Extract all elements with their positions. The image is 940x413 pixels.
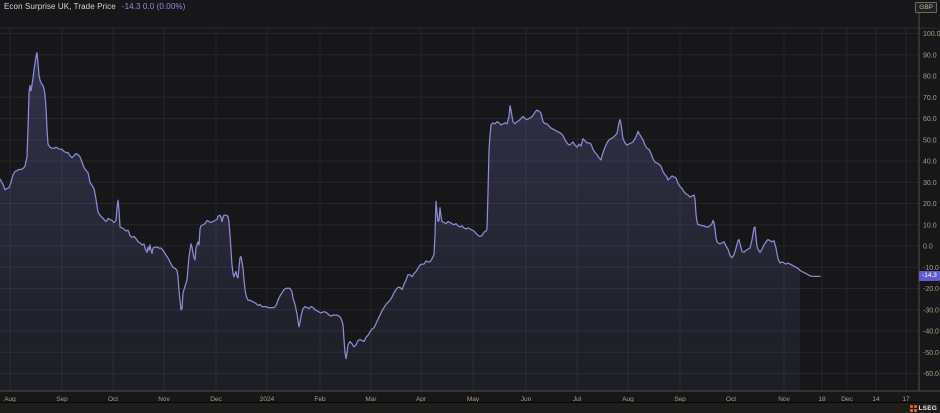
x-tick-label: 2024	[260, 396, 275, 403]
x-tick-label: Aug	[622, 396, 634, 403]
y-tick-label: 0.0	[923, 244, 933, 251]
x-tick-label: 17	[902, 396, 910, 403]
y-tick-label: -50.0	[923, 350, 939, 357]
x-tick-label: Sep	[56, 396, 68, 403]
y-tick-label: 30.0	[923, 180, 937, 187]
y-tick-label: 70.0	[923, 95, 937, 102]
x-tick-label: 14	[872, 396, 880, 403]
x-tick-label: Aug	[4, 396, 16, 403]
y-tick-label: -30.0	[923, 307, 939, 314]
y-tick-label: -20.0	[923, 286, 939, 293]
x-tick-label: Jun	[521, 396, 532, 403]
x-tick-label: May	[467, 396, 480, 403]
chart-title-row: Econ Surprise UK, Trade Price -14.3 0.0 (…	[4, 2, 185, 11]
y-tick-label: -60.0	[923, 371, 939, 378]
x-tick-label: Sep	[674, 396, 686, 403]
y-tick-label: 60.0	[923, 116, 937, 123]
lseg-brand-icon	[909, 405, 917, 412]
x-tick-label: Dec	[841, 396, 853, 403]
area-fill	[0, 52, 800, 391]
y-tick-label: -10.0	[923, 265, 939, 272]
y-tick-label: 20.0	[923, 201, 937, 208]
x-tick-label: Apr	[416, 396, 427, 403]
y-tick-label: 100.0	[923, 31, 940, 38]
lseg-logo: LSEG	[909, 405, 938, 412]
x-tick-label: 18	[818, 396, 826, 403]
x-tick-label: Dec	[210, 396, 222, 403]
y-tick-label: 90.0	[923, 52, 937, 59]
y-tick-label: 10.0	[923, 222, 937, 229]
x-tick-label: Nov	[158, 396, 170, 403]
x-tick-label: Jul	[573, 396, 582, 403]
instrument-title: Econ Surprise UK, Trade Price	[4, 2, 116, 11]
last-quote-text: -14.3 0.0 (0.00%)	[121, 2, 186, 11]
x-tick-label: Nov	[778, 396, 790, 403]
y-tick-label: -40.0	[923, 329, 939, 336]
price-line	[0, 51, 821, 360]
lseg-brand-text: LSEG	[918, 405, 937, 412]
currency-selector[interactable]: GBP	[915, 2, 937, 14]
x-tick-label: Feb	[314, 396, 326, 403]
last-price-badge: -14.3	[919, 271, 940, 281]
x-tick-label: Oct	[726, 396, 736, 403]
y-tick-label: 40.0	[923, 159, 937, 166]
x-tick-label: Mar	[365, 396, 377, 403]
x-tick-label: Oct	[108, 396, 118, 403]
y-tick-label: 80.0	[923, 74, 937, 81]
y-tick-label: 50.0	[923, 137, 937, 144]
bottom-status-strip: LSEG	[0, 402, 940, 413]
